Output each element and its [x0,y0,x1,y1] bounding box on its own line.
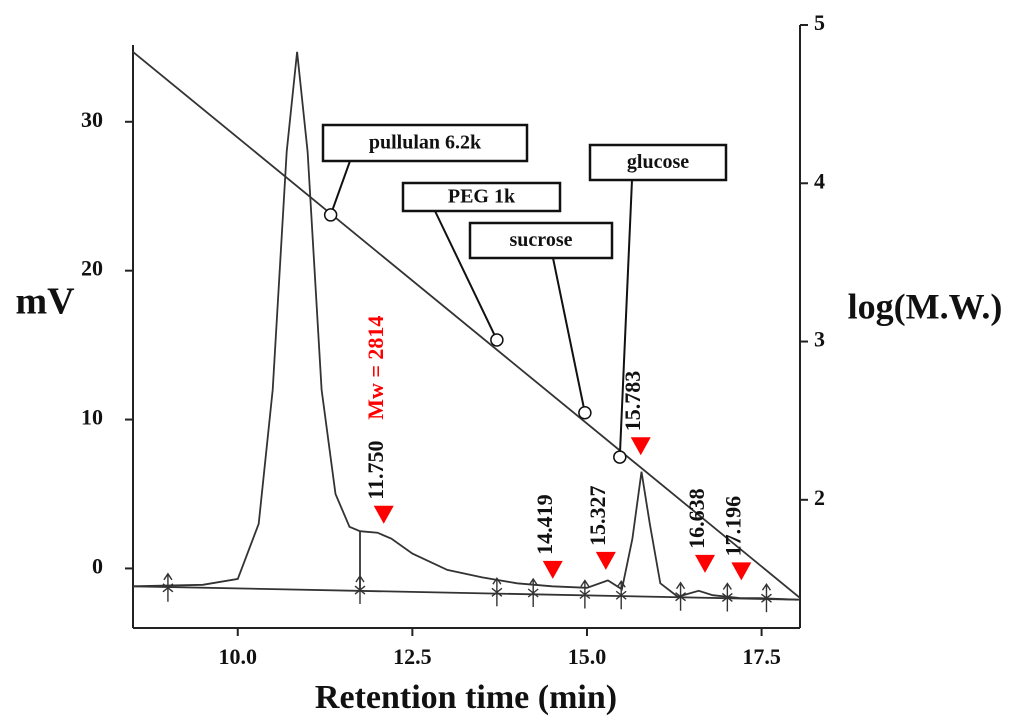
y2-tick-label: 3 [814,327,825,352]
peak-marker [542,560,563,579]
x-tick-label: 10.0 [219,644,258,669]
y2-tick-label: 4 [814,168,825,193]
peak-marker [630,437,651,456]
peak-label: 11.750 [363,440,388,499]
callout-label: pullulan 6.2k [369,132,482,154]
x-axis-label: Retention time (min) [315,679,617,716]
callout-leader [552,257,586,413]
standard-point [323,208,338,222]
y-tick-label: 0 [92,553,103,578]
peak-marker [695,554,716,573]
callout-label: PEG 1k [448,186,516,208]
integration-mark [721,582,733,612]
integration-arrow [527,577,539,608]
integration-mark [761,582,772,613]
integration-mark [354,574,366,605]
integration-mark [615,579,627,610]
integration-mark [579,579,591,609]
peak-label: 15.327 [585,485,610,546]
callout-leader [618,179,633,458]
callout-leader [329,160,351,216]
integration-arrow [162,572,174,602]
integration-arrow [675,581,687,611]
integration-arrow [491,577,503,607]
callout-box [321,123,529,163]
peak-label: 16.638 [684,488,709,549]
trace-line [132,585,801,601]
integration-arrow [615,579,627,610]
integration-mark [675,581,687,611]
trace-line [132,51,797,601]
standard-point [578,406,592,420]
standard-point [490,333,504,347]
y-tick-label: 10 [81,405,103,430]
integration-arrow [579,579,591,609]
y-axis-label: mV [15,281,75,323]
callout-box [401,181,562,213]
y2-tick-label: 2 [814,485,825,510]
callout-label: sucrose [510,229,573,251]
peak-marker [595,551,616,570]
peak-marker [731,562,752,581]
integration-mark [162,572,174,602]
callout-label: glucose [627,151,689,173]
peak-label: 14.419 [532,494,557,555]
integration-mark [527,577,539,608]
trace-line [132,51,801,599]
x-tick-label: 15.0 [568,644,607,669]
y2-axis-label: log(M.W.) [848,286,1003,326]
x-tick-label: 17.5 [742,644,781,669]
callout-box [468,221,614,260]
y-tick-label: 20 [81,256,103,281]
peak-label: 15.783 [620,371,645,432]
callout-box [588,143,728,182]
y2-tick-label: 5 [814,10,825,35]
integration-mark [491,577,503,607]
callout-leader [434,210,498,341]
y-tick-label: 30 [81,107,103,132]
standard-point [613,450,627,464]
integration-arrow [761,582,772,613]
x-tick-label: 12.5 [393,644,432,669]
peak-annotation: Mw = 2814 [363,316,388,420]
integration-arrow [721,582,733,612]
peak-label: 17.196 [720,496,745,557]
integration-arrow [354,574,366,605]
peak-marker [373,505,394,524]
